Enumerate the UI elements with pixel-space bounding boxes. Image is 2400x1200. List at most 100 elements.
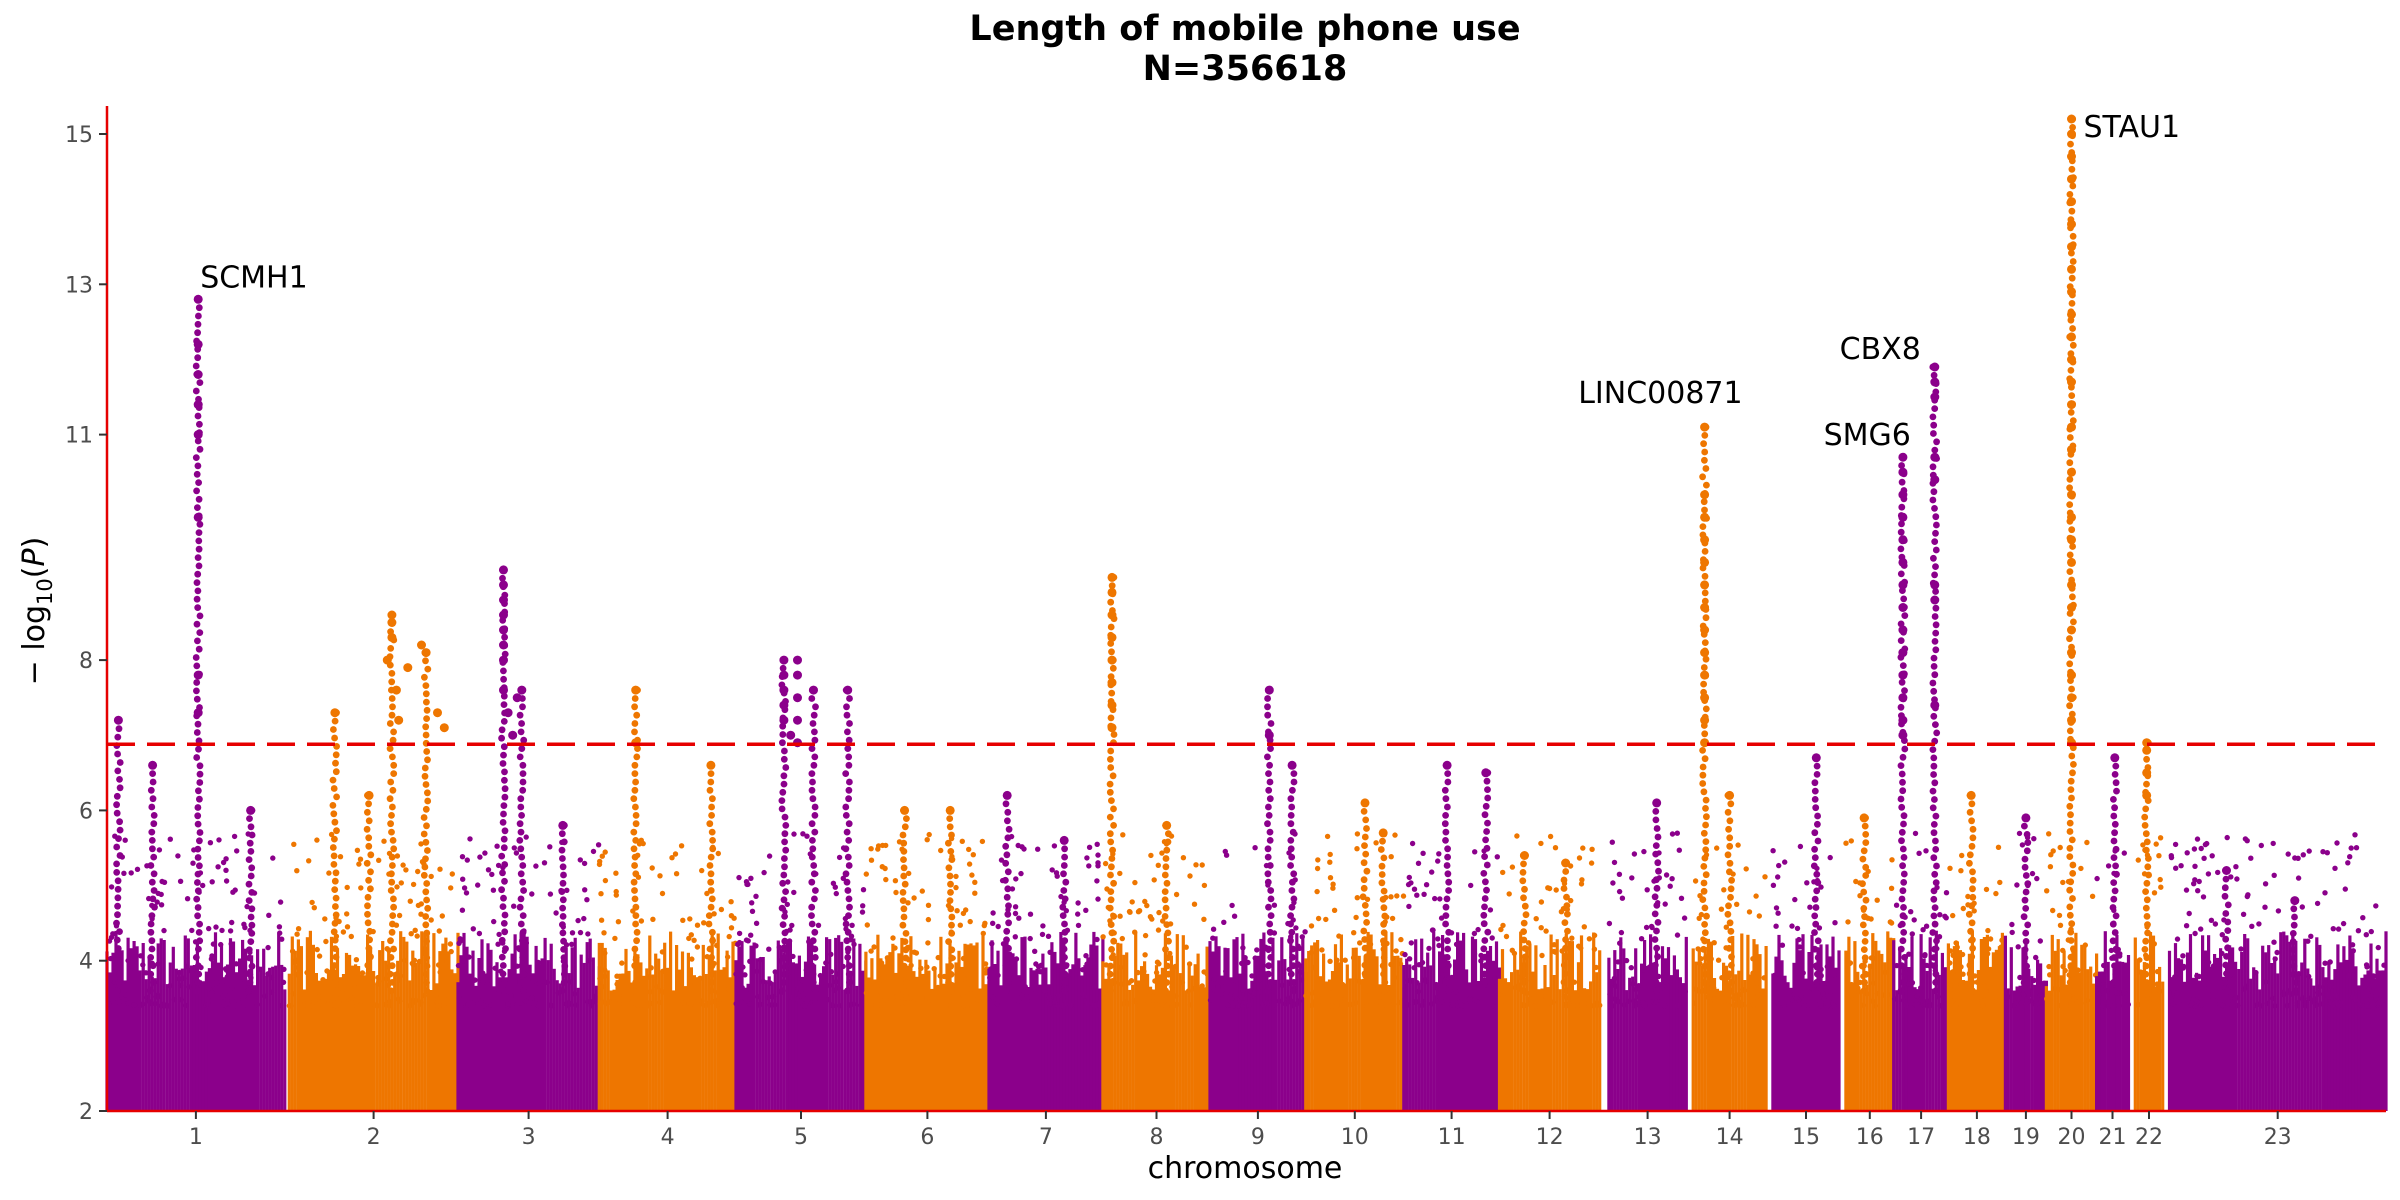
snp-point <box>1138 982 1145 988</box>
snp-point <box>387 645 395 652</box>
snp-point <box>982 994 988 1000</box>
snp-point <box>1950 969 1956 975</box>
snp-band <box>573 937 577 1111</box>
snp-point <box>1271 1002 1278 1008</box>
snp-point <box>1061 987 1069 995</box>
snp-point <box>386 745 394 752</box>
snp-point <box>1091 985 1097 991</box>
snp-point <box>389 703 396 711</box>
snp-point <box>2046 963 2052 970</box>
chromosome-4-points <box>596 685 738 1111</box>
snp-point <box>569 930 576 936</box>
snp-point <box>547 891 554 897</box>
peak-point <box>246 805 256 815</box>
snp-point <box>648 965 654 971</box>
snp-band <box>1220 975 1224 1111</box>
snp-band <box>2148 932 2153 1111</box>
snp-point <box>359 970 366 976</box>
snp-point <box>1930 912 1938 920</box>
snp-point <box>1475 926 1481 933</box>
snp-point <box>441 944 447 950</box>
snp-point <box>1701 937 1709 945</box>
snp-point <box>678 843 685 849</box>
snp-point <box>328 1002 334 1008</box>
snp-point <box>424 904 432 912</box>
snp-point <box>1409 840 1416 847</box>
snp-band <box>1780 960 1784 1111</box>
snp-point <box>464 857 470 863</box>
snp-point <box>329 776 337 784</box>
snp-point <box>2063 1003 2069 1009</box>
snp-point <box>1442 837 1449 844</box>
snp-point <box>1703 954 1710 961</box>
snp-point <box>365 834 373 842</box>
snp-point <box>401 957 408 964</box>
snp-point <box>567 979 573 985</box>
snp-point <box>519 912 527 919</box>
snp-point <box>1579 877 1585 883</box>
snp-point <box>1110 937 1118 945</box>
snp-point <box>1380 904 1388 912</box>
snp-point <box>1861 822 1869 830</box>
snp-point <box>148 837 156 844</box>
snp-point <box>499 970 507 978</box>
snp-band <box>2000 932 2004 1111</box>
snp-point <box>1898 715 1908 725</box>
snp-band <box>256 949 260 1111</box>
snp-point <box>330 726 337 733</box>
snp-point <box>412 997 419 1004</box>
snp-point <box>1898 803 1906 811</box>
snp-point <box>900 962 908 970</box>
snp-point <box>2201 855 2207 861</box>
snp-band <box>1345 964 1349 1111</box>
snp-point <box>1550 999 1557 1005</box>
snp-band <box>1479 955 1484 1111</box>
snp-point <box>1492 984 1498 990</box>
snp-point <box>1898 678 1906 686</box>
snp-point <box>1727 936 1735 944</box>
snp-point <box>810 711 818 719</box>
snp-point <box>1968 800 1976 808</box>
snp-band <box>2363 974 2367 1111</box>
snp-band <box>1904 954 1908 1111</box>
snp-point <box>1364 1003 1370 1009</box>
snp-point <box>808 745 816 752</box>
snp-point <box>1211 976 1217 982</box>
snp-band <box>1217 946 1221 1111</box>
snp-band <box>1387 985 1391 1111</box>
snp-point <box>323 938 329 945</box>
snp-point <box>995 972 1001 979</box>
snp-point <box>331 886 339 893</box>
snp-point <box>245 880 253 888</box>
snp-point <box>387 618 397 627</box>
snp-point <box>1107 896 1115 904</box>
snp-point <box>1520 936 1528 944</box>
snp-band <box>459 955 463 1111</box>
snp-point <box>1107 888 1115 895</box>
snp-point <box>423 954 431 962</box>
snp-point <box>2069 232 2077 240</box>
snp-band <box>132 941 136 1111</box>
snp-point <box>1617 940 1623 946</box>
snp-point <box>498 886 505 894</box>
snp-point <box>2067 928 2075 936</box>
snp-point <box>809 937 817 945</box>
snp-band <box>1889 937 1893 1111</box>
snp-point <box>2271 939 2277 945</box>
snp-point <box>331 717 339 725</box>
snp-point <box>1931 505 1938 512</box>
snp-band <box>1351 947 1355 1111</box>
snp-point <box>1163 879 1171 887</box>
peak-point <box>1700 422 1710 432</box>
snp-point <box>843 937 851 945</box>
snp-point <box>1782 859 1788 865</box>
snp-point <box>844 954 852 961</box>
chromosome-22-points <box>2133 738 2165 1111</box>
snp-point <box>2142 805 2150 813</box>
snp-point <box>161 879 168 885</box>
snp-band <box>338 977 343 1111</box>
snp-point <box>753 943 759 949</box>
snp-point <box>1629 875 1635 881</box>
snp-point <box>808 903 816 911</box>
snp-band <box>1405 958 1409 1111</box>
